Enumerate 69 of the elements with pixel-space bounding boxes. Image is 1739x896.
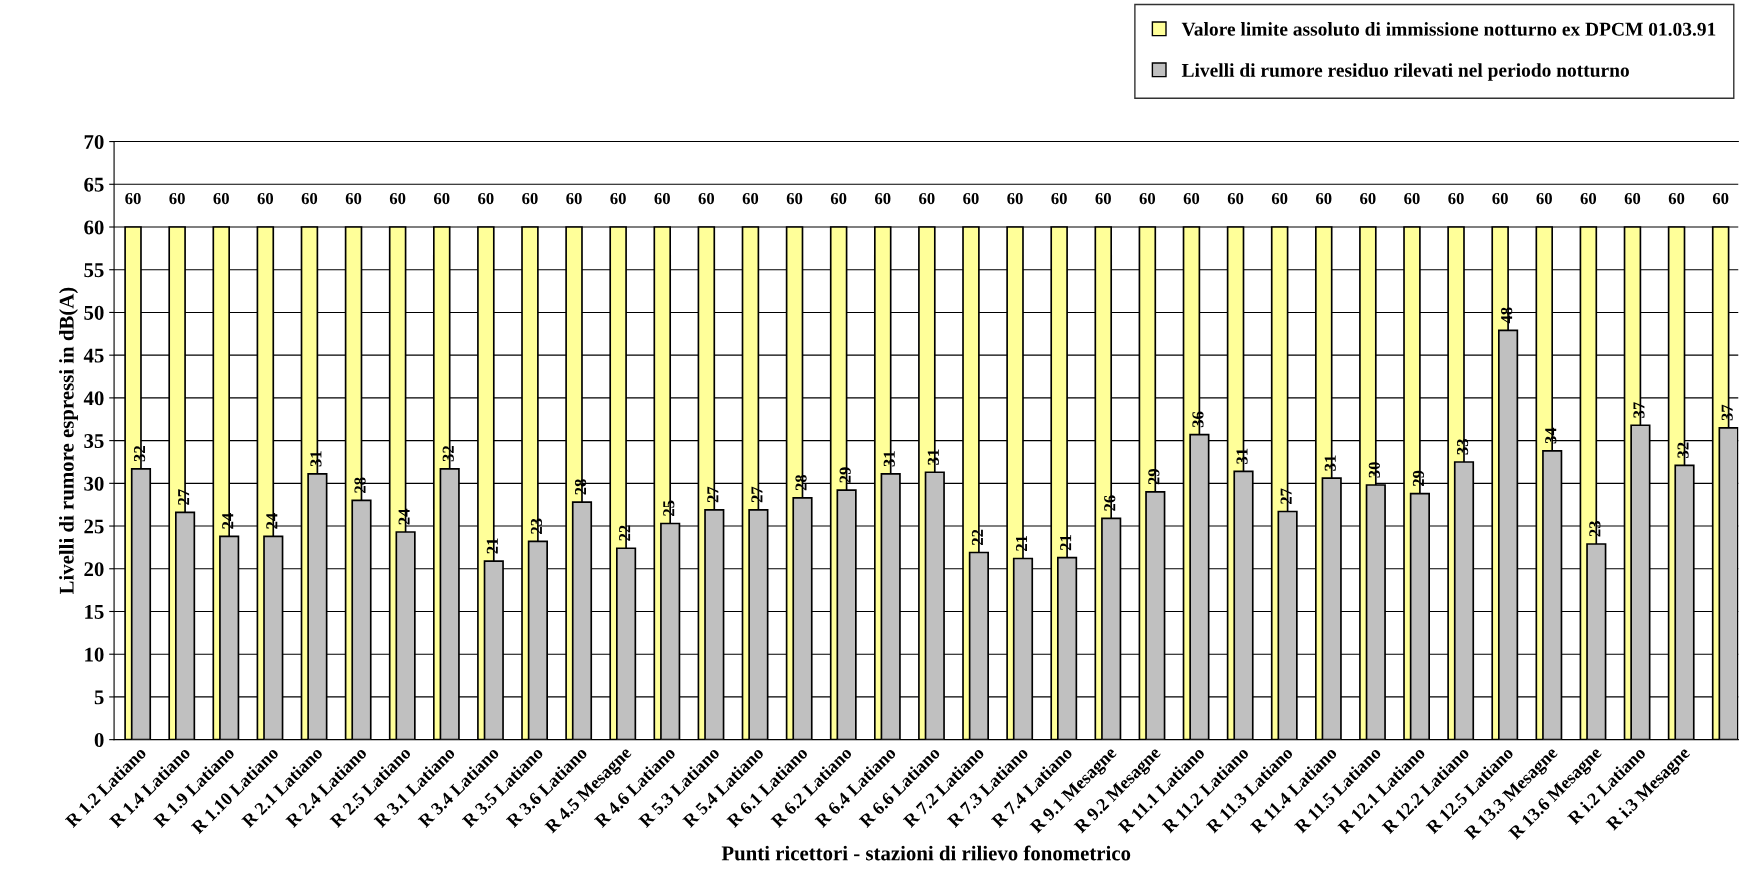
data-label: 60: [566, 192, 582, 205]
data-label: 28: [574, 479, 587, 495]
data-label: 60: [830, 192, 847, 205]
data-label: 60: [301, 192, 318, 205]
data-label: 60: [698, 192, 715, 205]
data-label: 60: [610, 192, 626, 205]
data-label: 60: [1448, 192, 1464, 205]
y-tick-label: 15: [85, 604, 104, 619]
y-tick-label: 25: [84, 519, 104, 534]
data-label: 60: [478, 192, 494, 205]
data-label: 60: [1095, 192, 1111, 205]
data-label: 60: [742, 192, 759, 205]
y-tick-label: 30: [84, 476, 104, 491]
data-label: 60: [1536, 192, 1552, 205]
data-label: 27: [1280, 488, 1292, 504]
data-label: 22: [619, 525, 631, 541]
y-tick-label: 55: [84, 263, 104, 278]
data-label: 60: [1227, 192, 1244, 205]
data-label: 21: [1060, 535, 1072, 551]
data-label: 48: [1501, 307, 1513, 324]
legend-label: Valore limite assoluto di immissione notturno ex DPCM 01.03.91: [1181, 22, 1716, 36]
data-label: 60: [1712, 192, 1729, 205]
y-tick-label: 45: [83, 348, 104, 363]
legend-label: Livelli di rumore residuo rilevati nel periodo notturno: [1181, 63, 1629, 81]
data-label: 60: [1360, 192, 1376, 205]
y-tick-label: 40: [83, 391, 104, 406]
y-tick-label: 35: [84, 434, 104, 449]
data-label: 21: [1015, 535, 1027, 551]
data-label: 23: [530, 518, 543, 534]
data-label: 60: [1404, 192, 1420, 205]
data-label: 60: [1051, 192, 1067, 205]
data-label: 60: [213, 192, 229, 205]
data-label: 60: [389, 192, 406, 205]
data-label: 60: [874, 192, 891, 205]
y-tick-label: 60: [84, 220, 104, 235]
x-axis-title: Punti ricettori - stazioni di rilievo fonometrico: [721, 845, 1131, 861]
data-label: 60: [1271, 192, 1288, 205]
data-label: 32: [133, 446, 146, 462]
data-label: 29: [1412, 470, 1425, 487]
y-tick-label: 5: [94, 690, 104, 705]
y-tick-label: 20: [84, 562, 104, 577]
data-label: 60: [1624, 192, 1641, 205]
data-label: 60: [1668, 192, 1685, 205]
data-label: 60: [257, 192, 274, 205]
data-label: 60: [345, 192, 362, 205]
y-tick-label: 10: [85, 647, 104, 662]
data-label: 27: [178, 489, 190, 505]
data-label: 60: [125, 192, 141, 205]
data-label: 60: [433, 192, 450, 205]
y-tick-label: 50: [84, 305, 104, 320]
data-label: 60: [919, 192, 935, 205]
data-label: 32: [442, 446, 454, 462]
data-label: 60: [1580, 192, 1597, 205]
data-label: 60: [522, 192, 538, 205]
y-tick-label: 70: [84, 134, 104, 149]
data-label: 60: [1007, 192, 1023, 205]
data-label: 60: [1183, 192, 1200, 205]
data-label: 60: [1316, 192, 1332, 205]
data-label: 37: [1633, 402, 1645, 418]
data-label: 60: [963, 192, 979, 205]
y-tick-label: 0: [94, 733, 104, 748]
data-label: 60: [1492, 192, 1508, 205]
data-label: 60: [1139, 192, 1156, 205]
data-label: 60: [169, 192, 185, 205]
data-label: 22: [971, 529, 983, 545]
data-label: 60: [786, 192, 803, 205]
y-axis-title: Livelli di rumore espressi in dB(A): [59, 287, 78, 595]
data-label: 60: [654, 192, 670, 205]
y-tick-label: 65: [84, 177, 104, 192]
